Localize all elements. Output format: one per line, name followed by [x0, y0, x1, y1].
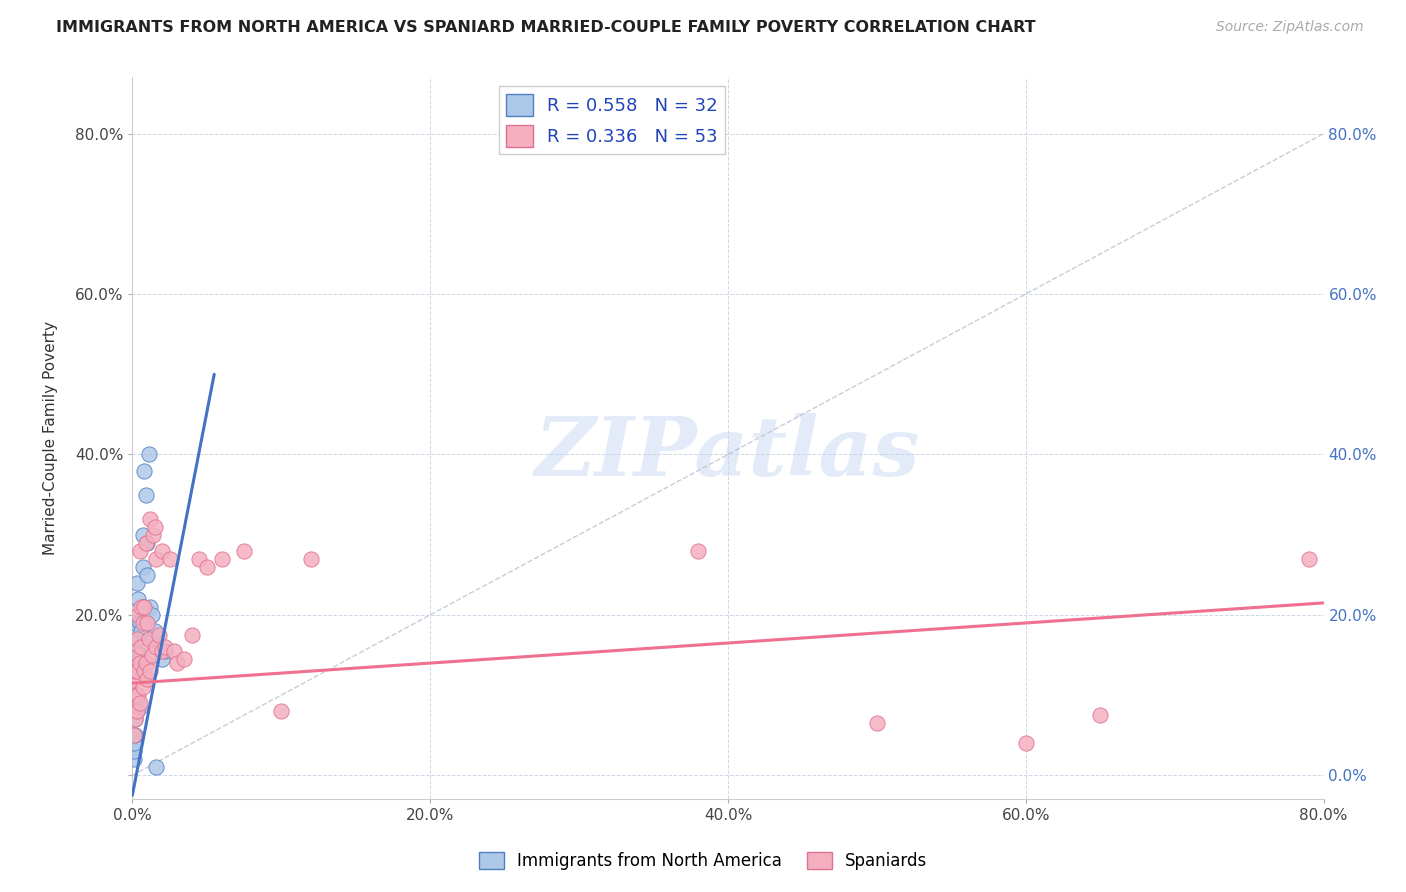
Point	[150, 652, 173, 666]
Point	[688, 543, 710, 558]
Point	[128, 696, 150, 710]
Point	[122, 744, 145, 758]
Point	[1298, 551, 1320, 566]
Point	[233, 543, 256, 558]
Point	[135, 656, 157, 670]
Point	[135, 487, 157, 501]
Point	[150, 644, 173, 658]
Point	[125, 664, 148, 678]
Point	[1015, 736, 1038, 750]
Point	[122, 752, 145, 766]
Point	[299, 551, 322, 566]
Point	[139, 599, 162, 614]
Point	[132, 599, 155, 614]
Point	[148, 628, 170, 642]
Point	[866, 716, 889, 731]
Point	[159, 551, 181, 566]
Point	[134, 664, 156, 678]
Point	[122, 704, 145, 718]
Text: IMMIGRANTS FROM NORTH AMERICA VS SPANIARD MARRIED-COUPLE FAMILY POVERTY CORRELAT: IMMIGRANTS FROM NORTH AMERICA VS SPANIAR…	[56, 20, 1036, 35]
Point	[132, 615, 155, 630]
Point	[124, 664, 146, 678]
Point	[127, 632, 149, 646]
Point	[132, 680, 155, 694]
Point	[141, 607, 163, 622]
Point	[124, 712, 146, 726]
Point	[127, 688, 149, 702]
Point	[122, 672, 145, 686]
Point	[134, 599, 156, 614]
Point	[128, 615, 150, 630]
Point	[127, 607, 149, 622]
Point	[125, 704, 148, 718]
Point	[124, 728, 146, 742]
Point	[138, 632, 160, 646]
Point	[142, 527, 165, 541]
Point	[211, 551, 233, 566]
Y-axis label: Married-Couple Family Poverty: Married-Couple Family Poverty	[44, 321, 58, 556]
Point	[122, 736, 145, 750]
Point	[124, 615, 146, 630]
Point	[125, 575, 148, 590]
Point	[125, 704, 148, 718]
Point	[136, 615, 159, 630]
Point	[153, 640, 176, 654]
Point	[166, 656, 188, 670]
Point	[125, 688, 148, 702]
Point	[136, 567, 159, 582]
Point	[125, 632, 148, 646]
Point	[124, 712, 146, 726]
Point	[188, 551, 211, 566]
Text: ZIPatlas: ZIPatlas	[536, 413, 921, 493]
Point	[122, 728, 145, 742]
Point	[127, 648, 149, 662]
Point	[173, 652, 195, 666]
Point	[127, 591, 149, 606]
Point	[124, 688, 146, 702]
Point	[128, 700, 150, 714]
Point	[132, 559, 155, 574]
Point	[134, 599, 156, 614]
Point	[138, 448, 160, 462]
Point	[136, 672, 159, 686]
Point	[141, 648, 163, 662]
Point	[134, 464, 156, 478]
Point	[129, 640, 152, 654]
Point	[145, 760, 167, 774]
Point	[143, 519, 166, 533]
Point	[150, 543, 173, 558]
Point	[139, 511, 162, 525]
Legend: Immigrants from North America, Spaniards: Immigrants from North America, Spaniards	[472, 845, 934, 877]
Legend: R = 0.558   N = 32, R = 0.336   N = 53: R = 0.558 N = 32, R = 0.336 N = 53	[499, 87, 725, 154]
Point	[163, 644, 186, 658]
Point	[195, 559, 218, 574]
Point	[128, 543, 150, 558]
Point	[145, 640, 167, 654]
Point	[180, 628, 202, 642]
Point	[135, 535, 157, 549]
Point	[270, 704, 292, 718]
Point	[129, 624, 152, 638]
Point	[128, 656, 150, 670]
Point	[132, 527, 155, 541]
Point	[129, 648, 152, 662]
Point	[139, 664, 162, 678]
Point	[142, 632, 165, 646]
Text: Source: ZipAtlas.com: Source: ZipAtlas.com	[1216, 20, 1364, 34]
Point	[128, 648, 150, 662]
Point	[153, 644, 176, 658]
Point	[136, 535, 159, 549]
Point	[1090, 708, 1112, 723]
Point	[145, 551, 167, 566]
Point	[143, 624, 166, 638]
Point	[129, 599, 152, 614]
